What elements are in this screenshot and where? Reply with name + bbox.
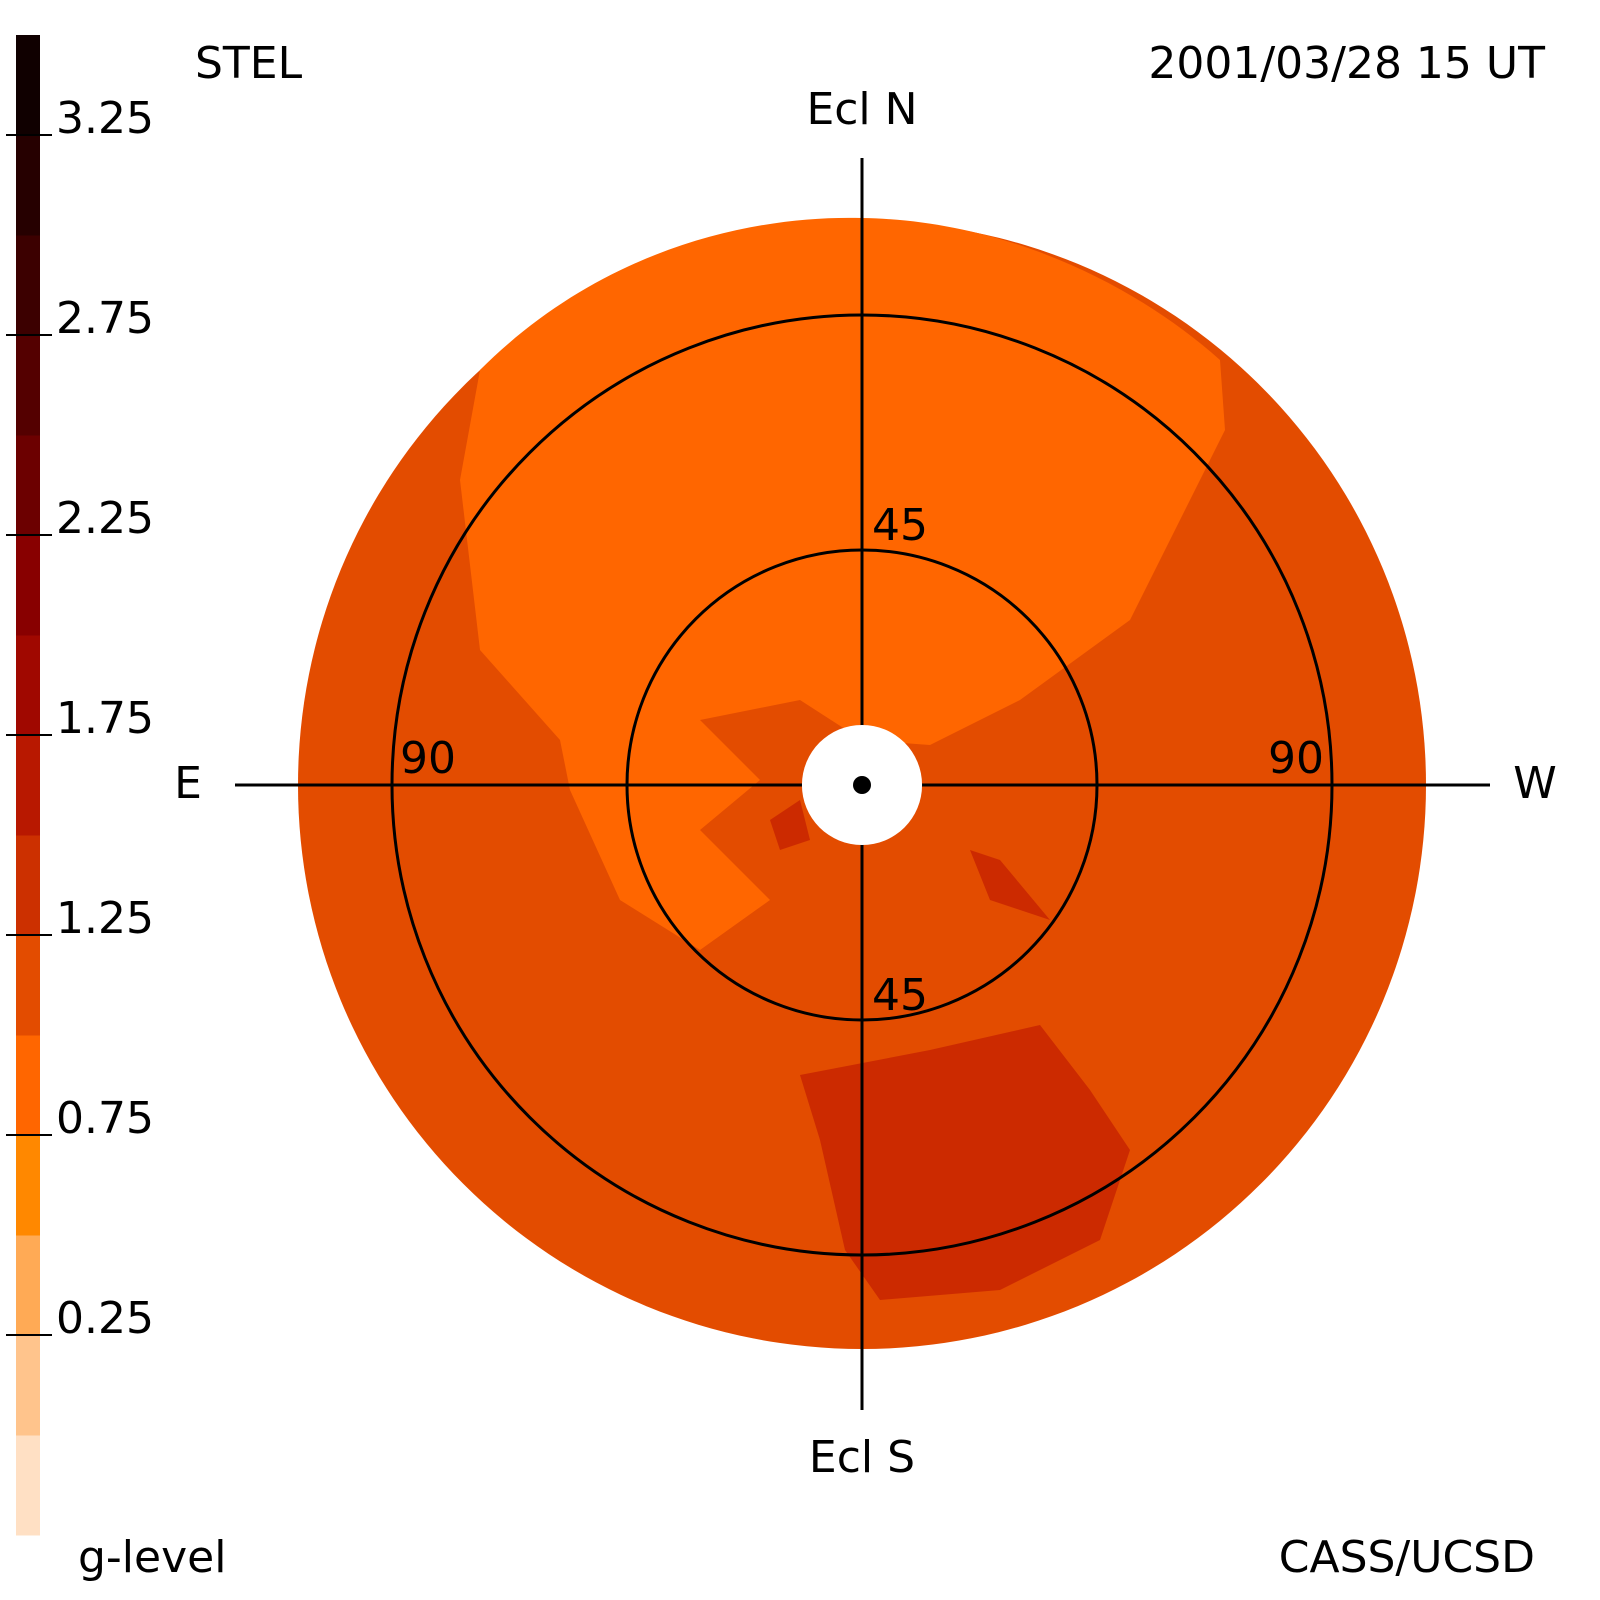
sun-center [853, 776, 871, 794]
south-label: Ecl S [809, 1432, 915, 1483]
colorbar-band [16, 1235, 40, 1336]
colorbar-band [16, 1435, 40, 1536]
colorbar-band [16, 935, 40, 1036]
region-light [460, 217, 1225, 951]
north-label: Ecl N [806, 84, 917, 135]
ring-label: 45 [872, 970, 928, 1021]
ring-label: 90 [400, 733, 456, 784]
colorbar-band [16, 735, 40, 836]
colorbar-band [16, 335, 40, 436]
colorbar-tick-label: 3.25 [56, 93, 154, 144]
west-label: W [1513, 758, 1557, 809]
colorbar-band [16, 835, 40, 936]
colorbar-tick-label: 1.75 [56, 693, 154, 744]
colorbar-tick-label: 0.25 [56, 1293, 154, 1344]
colorbar-band [16, 635, 40, 736]
colorbar-band [16, 35, 40, 136]
colorbar-band [16, 535, 40, 636]
colorbar-band [16, 135, 40, 236]
east-label: E [174, 758, 202, 809]
ring-label: 45 [872, 500, 928, 551]
colorbar-band [16, 1135, 40, 1236]
colorbar-band [16, 235, 40, 336]
credit-label: CASS/UCSD [1279, 1532, 1535, 1583]
colorbar-band [16, 1335, 40, 1436]
colorbar-tick-label: 2.25 [56, 493, 154, 544]
ring-label: 90 [1268, 733, 1324, 784]
overlay-layer: 45 45 90 90 [235, 158, 1490, 1410]
region-dark-small [770, 800, 1050, 920]
instrument-label: STEL [195, 38, 303, 89]
colorbar-tick-label: 0.75 [56, 1093, 154, 1144]
colorbar-tick-label: 2.75 [56, 293, 154, 344]
colorbar-label: g-level [78, 1532, 226, 1583]
colorbar-band [16, 435, 40, 536]
region-dark [800, 1025, 1130, 1300]
colorbar-band [16, 1035, 40, 1136]
colorbar-tick-label: 1.25 [56, 893, 154, 944]
date-label: 2001/03/28 15 UT [1148, 38, 1545, 89]
